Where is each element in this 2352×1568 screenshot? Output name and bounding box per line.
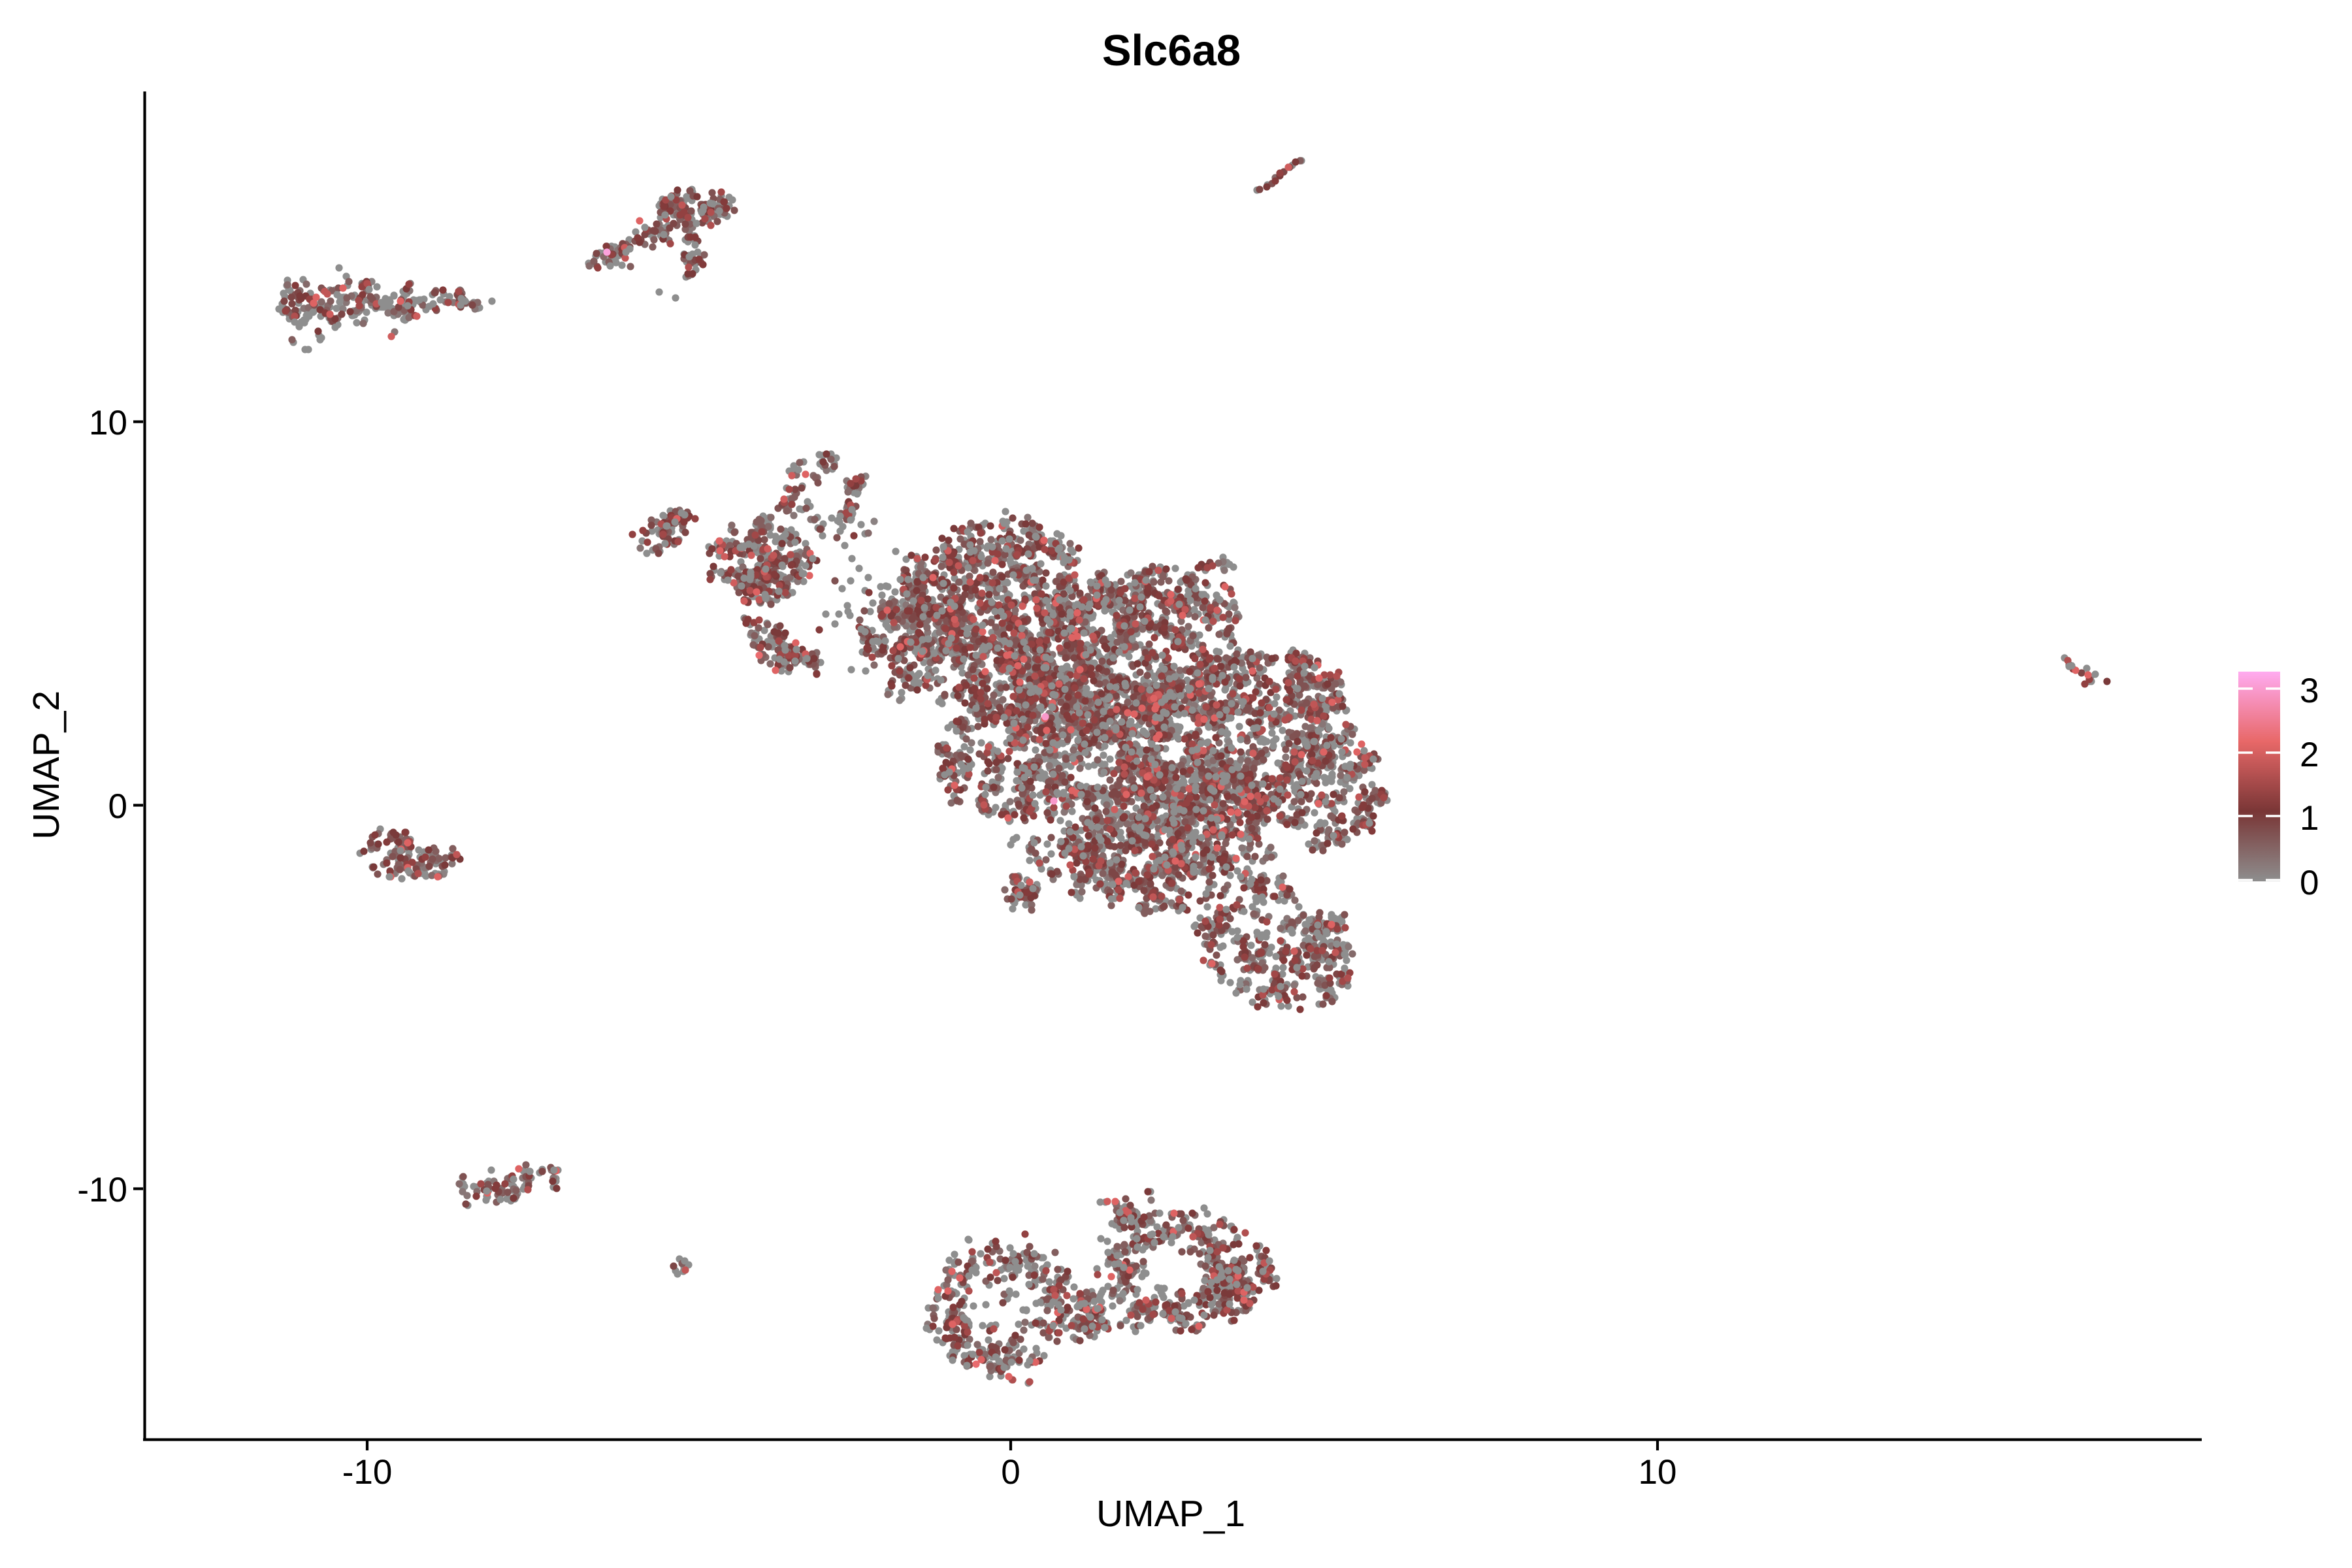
- svg-text:0: 0: [2300, 864, 2319, 902]
- svg-text:0: 0: [108, 787, 127, 826]
- svg-text:Slc6a8: Slc6a8: [1102, 26, 1241, 75]
- svg-text:3: 3: [2300, 672, 2319, 710]
- svg-text:UMAP_1: UMAP_1: [1096, 1493, 1245, 1535]
- svg-text:10: 10: [1639, 1453, 1677, 1492]
- svg-text:-10: -10: [342, 1453, 393, 1492]
- svg-text:-10: -10: [77, 1171, 127, 1209]
- svg-text:2: 2: [2300, 736, 2319, 774]
- svg-text:1: 1: [2300, 799, 2319, 838]
- svg-text:0: 0: [1001, 1453, 1020, 1492]
- svg-text:10: 10: [89, 404, 127, 442]
- svg-text:UMAP_2: UMAP_2: [25, 691, 67, 840]
